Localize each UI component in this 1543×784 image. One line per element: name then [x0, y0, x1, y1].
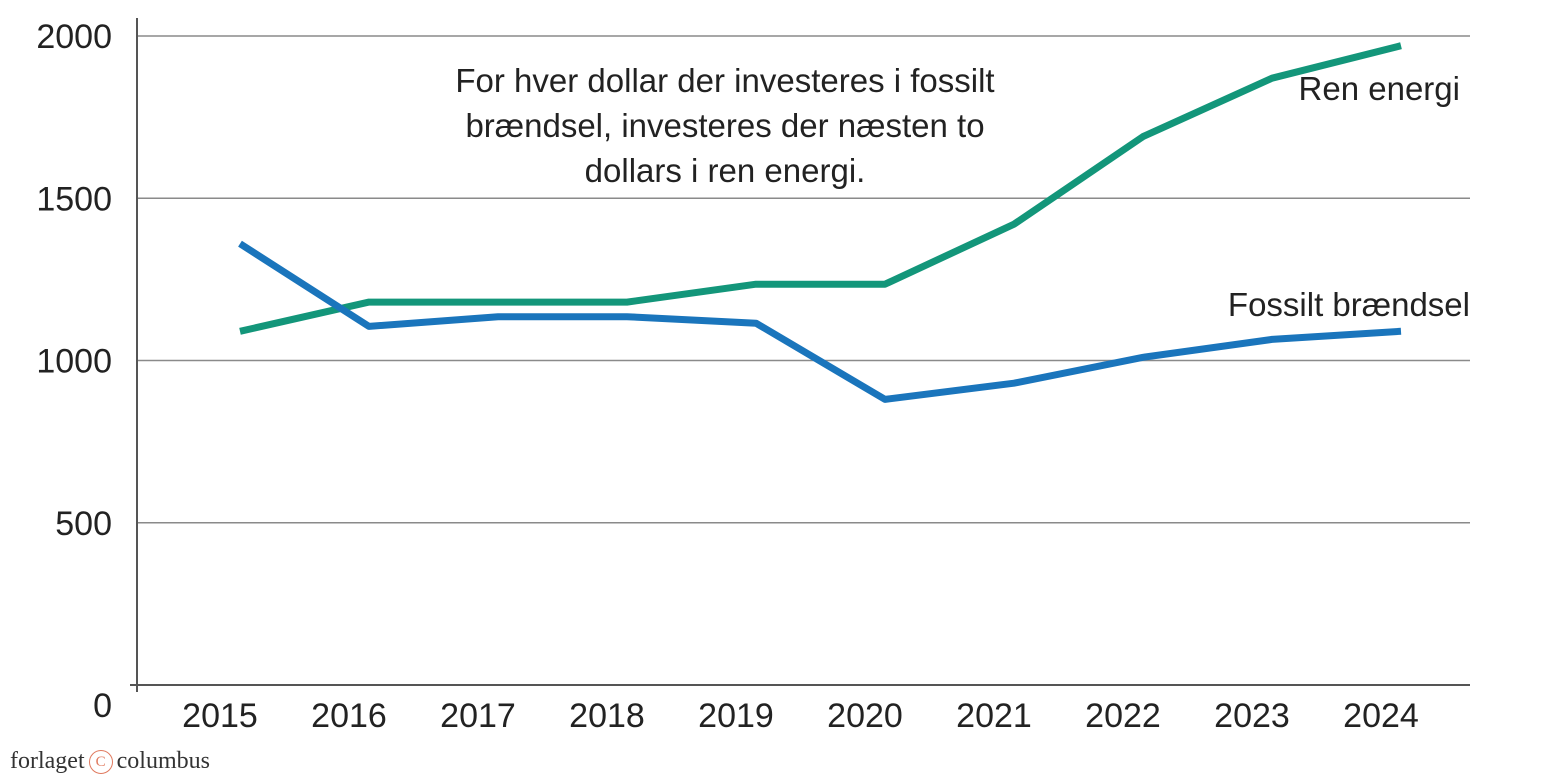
series-label-ren-energi: Ren energi	[1299, 70, 1460, 107]
logo-text-forlaget: forlaget	[10, 748, 85, 774]
x-tick-label: 2019	[698, 697, 774, 735]
annotation-line-2: brændsel, investeres der næsten to	[465, 107, 984, 144]
series-label-fossilt-braendsel: Fossilt brændsel	[1228, 286, 1470, 323]
x-tick-label: 2021	[956, 697, 1032, 735]
x-tick-label: 2024	[1343, 697, 1419, 735]
y-tick-label: 2000	[36, 18, 112, 56]
y-tick-label: 1500	[36, 180, 112, 218]
copyright-icon: C	[88, 749, 113, 774]
series-lines	[238, 42, 1402, 403]
gridlines	[137, 35, 1470, 524]
logo-text-columbus: columbus	[116, 748, 210, 774]
x-tick-labels: 2015 2016 2017 2018 2019 2020 2021 2022 2023 2024	[182, 697, 1419, 735]
x-tick-label: 2016	[311, 697, 387, 735]
x-tick-label: 2017	[440, 697, 516, 735]
series-line-fossilt-braendsel	[238, 240, 1402, 403]
y-tick-labels: 0 500 1000 1500 2000	[36, 18, 112, 725]
x-tick-label: 2022	[1085, 697, 1161, 735]
y-tick-label: 1000	[36, 343, 112, 381]
y-tick-label: 500	[55, 505, 112, 543]
annotation-line-3: dollars i ren energi.	[585, 152, 866, 189]
x-tick-label: 2020	[827, 697, 903, 735]
publisher-logo: forlaget C columbus	[10, 748, 210, 775]
y-tick-label: 0	[93, 687, 112, 725]
x-tick-label: 2018	[569, 697, 645, 735]
x-tick-label: 2015	[182, 697, 258, 735]
x-tick-label: 2023	[1214, 697, 1290, 735]
series-line-ren-energi	[239, 42, 1402, 335]
annotation-line-1: For hver dollar der investeres i fossilt	[455, 62, 994, 99]
